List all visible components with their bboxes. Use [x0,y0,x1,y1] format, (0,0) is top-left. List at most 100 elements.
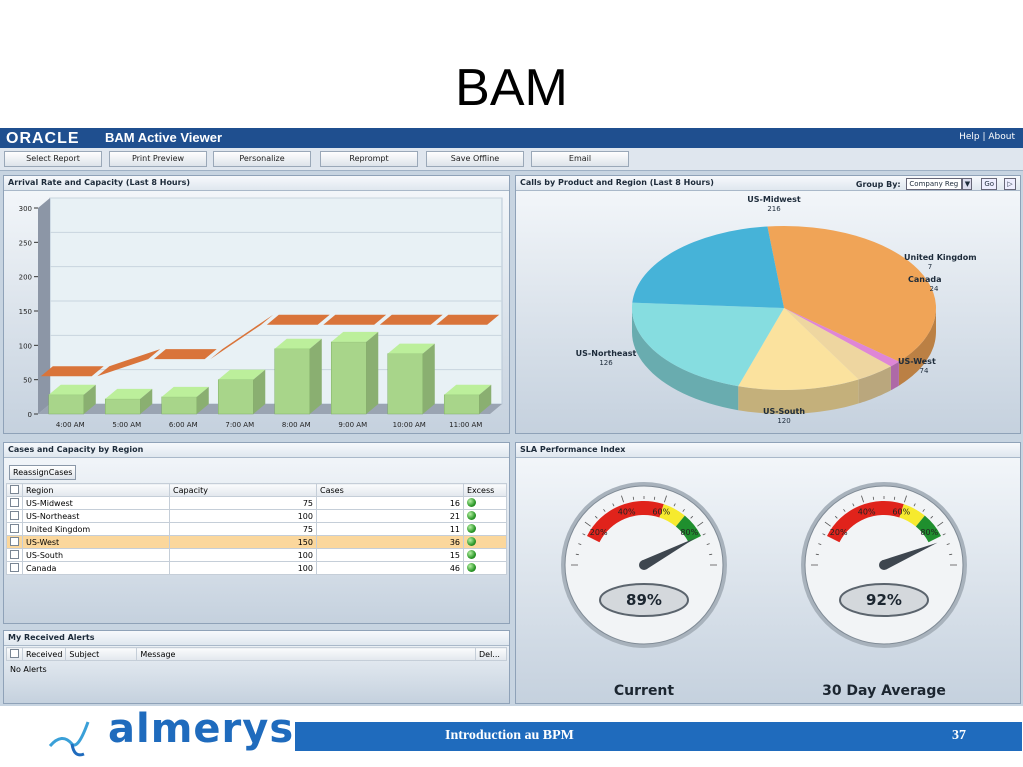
footer-title: Introduction au BPM [445,728,574,743]
gauge-tick [922,508,925,512]
row-checkbox[interactable] [6,561,23,575]
cases-table: Region Capacity Cases Excess US-Midwest … [6,483,507,575]
gauge-band [586,501,664,543]
sla-gauges: 20% 40% 60% 80% 89% Current 20% 40% 60% 80% 92% 30 … [561,482,967,699]
gauge-value-box [839,583,929,617]
col-region[interactable]: Region [22,483,170,497]
personalize-button[interactable]: Personalize [213,151,311,167]
row-checkbox[interactable] [6,522,23,536]
gauge-value: 92% [866,591,902,609]
about-link[interactable]: About [988,132,1015,142]
pie-slice-side [738,379,859,414]
calls-title: Calls by Product and Region (Last 8 Hour… [516,176,1020,191]
pie-label: US-South [763,407,805,416]
gauge-tick [904,495,907,503]
table-row[interactable]: US-South 100 15 [6,548,507,562]
gauge-tick [930,515,934,519]
excess-cell [463,522,507,536]
gauge-value: 89% [626,591,662,609]
col-message[interactable]: Message [136,647,476,661]
col-cases[interactable]: Cases [316,483,464,497]
oracle-logo: ORACLE [6,130,80,147]
region-cell: United Kingdom [22,522,170,536]
row-checkbox[interactable] [6,548,23,562]
x-tick-label: 5:00 AM [112,421,141,429]
gauge-tick-label: 20% [830,528,848,537]
reprompt-button[interactable]: Reprompt [320,151,418,167]
gauge-tick [824,521,831,527]
table-row[interactable]: US-Northeast 100 21 [6,509,507,523]
col-subject[interactable]: Subject [65,647,138,661]
row-checkbox[interactable] [6,496,23,510]
cases-cell: 15 [316,548,464,562]
gauge-tick [702,533,706,536]
y-tick-label: 200 [19,274,32,282]
bar-top [48,384,96,395]
select-all-checkbox[interactable] [6,647,23,661]
cases-panel: Cases and Capacity by Region ReassignCas… [3,442,510,624]
pie-value-label: 216 [767,205,781,213]
gauge-tick [706,543,710,545]
cases-header-row: Region Capacity Cases Excess [6,483,507,497]
footer-bar [295,722,1022,751]
table-row[interactable]: United Kingdom 75 11 [6,522,507,536]
status-green-icon [467,510,476,520]
bar [161,396,198,415]
table-row[interactable]: US-Midwest 75 16 [6,496,507,510]
group-by-select[interactable]: Company Reg [906,178,963,190]
expand-icon[interactable]: ▷ [1004,178,1016,190]
arrival-rate-chart: 0 50 100 150 200 250 300 4:00 AM 5:00 AM 6:00 AM 7… [19,197,503,429]
email-button[interactable]: Email [531,151,629,167]
status-green-icon [467,497,476,507]
save-offline-button[interactable]: Save Offline [426,151,524,167]
gauge-needle [882,542,938,570]
col-delete[interactable]: Del... [475,647,507,661]
gauge-tick [946,543,950,545]
select-all-checkbox[interactable] [6,483,23,497]
capacity-cell: 75 [169,522,317,536]
gauge-value-box [599,583,689,617]
capacity-ribbon [40,366,104,377]
region-cell: US-Northeast [22,509,170,523]
status-green-icon [467,549,476,559]
app-title: BAM Active Viewer [105,130,223,145]
bar-side [140,388,153,414]
capacity-ribbon [379,314,443,325]
col-received[interactable]: Received [21,647,67,661]
app-header: ORACLE BAM Active Viewer Help | About [0,128,1023,148]
bar-top [274,338,322,349]
pie-slice [632,226,784,308]
go-button[interactable]: Go [981,178,998,190]
table-row-selected[interactable]: US-West 150 36 [6,535,507,549]
excess-cell [463,548,507,562]
reassign-cases-button[interactable]: ReassignCases [9,465,77,480]
table-row[interactable]: Canada 100 46 [6,561,507,575]
gauge-tick [578,543,582,545]
row-checkbox[interactable] [6,535,23,549]
x-tick-label: 4:00 AM [56,421,85,429]
gauge-hub [879,560,889,570]
swoosh-icon [48,721,90,757]
bar-side [83,384,96,414]
help-link[interactable]: Help [959,132,980,142]
gauge-tick [582,533,586,536]
gauge-tick-label: 60% [892,508,910,517]
capacity-ribbon [323,314,387,325]
col-excess[interactable]: Excess [463,483,507,497]
pie-label: US-West [898,357,936,366]
cases-cell: 11 [316,522,464,536]
alerts-table: Received Subject Message Del... [6,647,507,661]
chevron-down-icon[interactable]: ▼ [962,178,973,190]
row-checkbox[interactable] [6,509,23,523]
col-capacity[interactable]: Capacity [169,483,317,497]
gauge-tick-label: 40% [858,508,876,517]
select-report-button[interactable]: Select Report [4,151,102,167]
print-preview-button[interactable]: Print Preview [109,151,207,167]
bar-top [444,384,492,395]
gauge-tick-label: 20% [590,528,608,537]
gauge-needle [641,537,696,570]
bar [104,398,141,415]
pie-value-label: 74 [920,367,929,375]
status-green-icon [467,523,476,533]
pie-slice-side [632,308,739,411]
